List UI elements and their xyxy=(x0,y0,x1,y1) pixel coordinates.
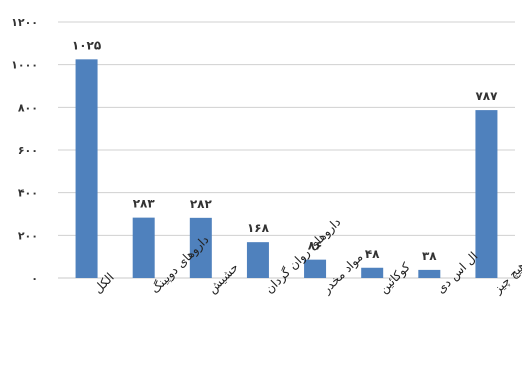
y-axis-ticks: ۰ ۲۰۰ ۴۰۰ ۶۰۰ ۸۰۰ ۱۰۰۰ ۱۲۰۰ xyxy=(11,16,38,285)
data-label: ۲۸۳ xyxy=(133,197,156,211)
bars xyxy=(75,59,498,279)
bar xyxy=(132,217,155,278)
data-labels: ۱۰۲۵ ۲۸۳ ۲۸۲ ۱۶۸ ۸۶ ۴۸ ۳۸ ۷۸۷ xyxy=(72,38,498,263)
bar xyxy=(418,269,441,278)
y-tick-label: ۱۲۰۰ xyxy=(11,16,38,29)
data-label: ۲۸۲ xyxy=(190,197,213,211)
y-tick-label: ۴۰۰ xyxy=(18,187,38,200)
bar xyxy=(361,267,384,278)
data-label: ۱۶۸ xyxy=(247,221,270,235)
y-tick-label: ۸۰۰ xyxy=(18,101,38,114)
gridlines xyxy=(58,21,515,236)
bar xyxy=(75,59,98,279)
data-label: ۸۶ xyxy=(308,239,323,253)
y-tick-label: ۲۰۰ xyxy=(18,229,38,242)
data-label: ۷۸۷ xyxy=(475,89,498,103)
x-tick-label: ال اس دی xyxy=(434,249,482,297)
data-label: ۴۸ xyxy=(365,247,380,261)
y-tick-label: ۱۰۰۰ xyxy=(11,59,38,72)
bar xyxy=(475,110,498,279)
data-label: ۱۰۲۵ xyxy=(72,38,101,52)
data-label: ۳۸ xyxy=(422,249,437,263)
bar xyxy=(304,259,327,278)
bar xyxy=(246,242,269,278)
y-tick-label: ۶۰۰ xyxy=(18,144,38,157)
y-tick-label: ۰ xyxy=(31,272,38,285)
bar xyxy=(189,217,212,278)
